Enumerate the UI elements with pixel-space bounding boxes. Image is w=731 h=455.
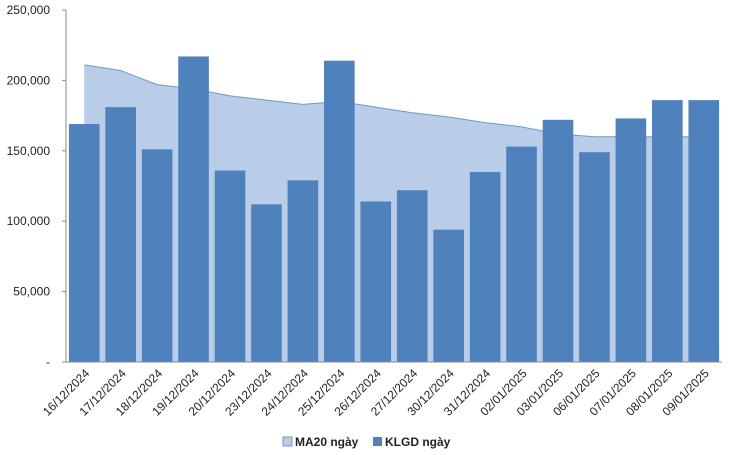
bar-klgd-14 <box>579 152 610 362</box>
y-tick-label: 150,000 <box>7 144 51 158</box>
bar-klgd-6 <box>287 180 319 362</box>
bar-klgd-15 <box>615 118 647 362</box>
legend: MA20 ngày KLGD ngày <box>282 435 451 449</box>
bar-klgd-10 <box>433 229 464 362</box>
ma20-area-layer <box>84 64 704 363</box>
y-tick-label: 200,000 <box>7 73 51 87</box>
bar-klgd-1 <box>105 107 136 363</box>
bar-klgd-3 <box>178 56 209 363</box>
legend-label-klgd: KLGD ngày <box>385 435 451 449</box>
bar-klgd-12 <box>506 146 537 362</box>
legend-swatch-klgd <box>373 437 382 446</box>
legend-swatch-ma20 <box>282 436 293 447</box>
axes <box>65 10 722 363</box>
bar-klgd-13 <box>542 119 574 362</box>
y-tick-label: 100,000 <box>7 214 51 228</box>
x-tick-labels: 16/12/202417/12/202418/12/202419/12/2024… <box>40 366 712 419</box>
bar-klgd-8 <box>360 201 392 362</box>
bar-klgd-11 <box>469 171 501 362</box>
bar-klgd-0 <box>68 124 100 362</box>
bar-klgd-7 <box>324 60 355 362</box>
bar-klgd-4 <box>214 170 246 362</box>
y-tick-label: 50,000 <box>13 285 50 299</box>
legend-label-ma20: MA20 ngày <box>295 435 359 449</box>
y-tick-label: - <box>46 355 50 369</box>
y-tick-labels: - 50,000 100,000 150,000 200,000 250,000 <box>7 3 66 369</box>
bar-klgd-2 <box>141 149 173 362</box>
bar-klgd-5 <box>251 204 282 362</box>
bar-layer <box>68 56 720 363</box>
y-tick-label: 250,000 <box>7 3 51 17</box>
bar-klgd-9 <box>396 190 428 362</box>
bar-klgd-17 <box>688 100 720 363</box>
bar-klgd-16 <box>652 100 683 363</box>
